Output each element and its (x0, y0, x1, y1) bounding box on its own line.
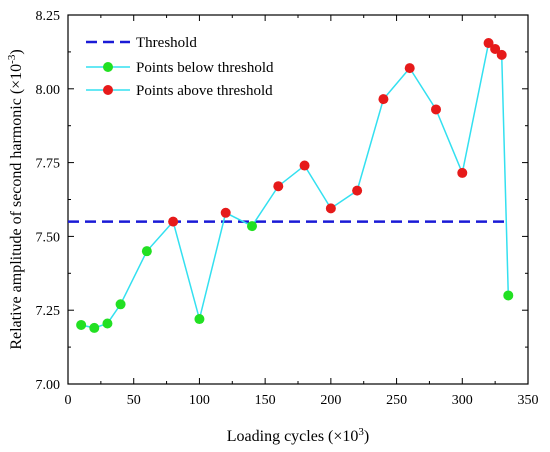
point-above-threshold (220, 207, 231, 218)
y-tick-label: 7.75 (36, 157, 61, 172)
point-above-threshold (457, 167, 468, 178)
x-tick-label: 50 (127, 393, 141, 408)
point-below-threshold (503, 290, 514, 301)
y-tick-label: 7.25 (36, 304, 61, 319)
legend-below-marker (103, 62, 113, 72)
point-above-threshold (404, 63, 415, 74)
x-tick-label: 0 (65, 393, 72, 408)
point-above-threshold (378, 94, 389, 105)
x-tick-label: 100 (189, 393, 210, 408)
point-above-threshold (299, 160, 310, 171)
legend-below-label: Points below threshold (136, 60, 274, 76)
y-tick-label: 7.50 (36, 230, 61, 245)
point-above-threshold (483, 38, 494, 49)
x-tick-label: 250 (386, 393, 407, 408)
point-below-threshold (115, 299, 126, 310)
point-above-threshold (273, 181, 284, 192)
point-below-threshold (247, 221, 257, 232)
point-above-threshold (490, 43, 501, 54)
point-above-threshold (431, 104, 441, 115)
ticks: 0 50 100 150 200 250 300 350 7.00 7.25 7.50 7.75 8.0… (36, 9, 539, 408)
point-above-threshold (496, 49, 507, 60)
y-tick-label: 7.00 (36, 378, 61, 393)
legend-threshold-label: Threshold (136, 35, 197, 51)
point-below-threshold (194, 314, 205, 325)
legend: Threshold Points below threshold Points … (86, 35, 274, 99)
point-above-threshold (325, 203, 336, 214)
point-above-threshold (352, 185, 363, 196)
x-tick-label: 200 (320, 393, 341, 408)
y-tick-label: 8.25 (36, 9, 61, 24)
y-axis-label: Relative amplitude of second harmonic (×… (6, 49, 25, 349)
points-layer (76, 38, 514, 333)
point-below-threshold (141, 246, 152, 257)
point-below-threshold (89, 322, 100, 333)
x-axis-label: Loading cycles (×103) (227, 426, 369, 445)
point-below-threshold (102, 318, 113, 329)
point-below-threshold (76, 319, 87, 330)
y-tick-label: 8.00 (36, 83, 61, 98)
legend-above-label: Points above threshold (136, 83, 273, 99)
legend-above-marker (103, 85, 113, 95)
x-tick-label: 150 (255, 393, 276, 408)
x-tick-label: 350 (518, 393, 539, 408)
point-above-threshold (168, 216, 179, 227)
x-tick-label: 300 (452, 393, 473, 408)
